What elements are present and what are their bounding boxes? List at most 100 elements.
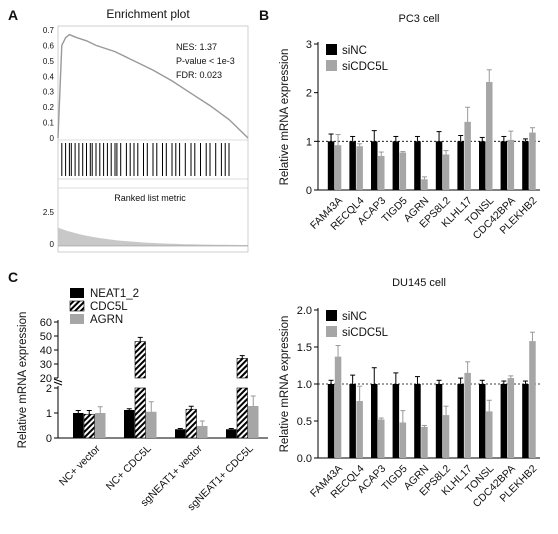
- bar: [486, 411, 493, 458]
- bar: [529, 132, 536, 190]
- bar: [464, 372, 471, 458]
- bar: [124, 410, 135, 438]
- bar: [248, 406, 259, 438]
- bar: [392, 141, 400, 190]
- y-axis-label: Relative mRNA expression: [279, 316, 291, 453]
- enrichment-title: Enrichment plot: [106, 7, 190, 21]
- legend-swatch: [70, 288, 84, 298]
- y-tick-label: 0.4: [43, 72, 55, 81]
- bar: [414, 384, 421, 458]
- bar: [464, 121, 471, 190]
- bar: [522, 384, 529, 458]
- bar: [175, 429, 186, 438]
- bar: [435, 141, 443, 190]
- bar: [457, 384, 464, 458]
- bar: [134, 387, 146, 439]
- y-tick-label: 20: [40, 373, 52, 385]
- bar: [421, 426, 428, 458]
- y-tick-label: 2: [306, 88, 312, 100]
- metric-area: [58, 227, 248, 246]
- bar: [356, 401, 363, 458]
- bar: [83, 413, 95, 439]
- bar: [327, 384, 335, 458]
- bar: [378, 419, 385, 458]
- panel-letter-b: B: [259, 7, 269, 23]
- y-tick-label: 3: [306, 39, 312, 51]
- y-tick-label: 2: [46, 383, 52, 395]
- y-tick-label: 2.0: [297, 305, 312, 317]
- bar: [349, 141, 356, 190]
- legend-label: CDC5L: [90, 301, 128, 313]
- bar: [399, 422, 407, 458]
- panel-letter-c: C: [8, 269, 18, 285]
- y-tick-label: 0: [306, 185, 312, 197]
- legend-label: NEAT1_2: [90, 288, 139, 300]
- enrichment-curve: [57, 33, 249, 139]
- bar: [414, 141, 421, 190]
- bar: [457, 141, 464, 190]
- bar: [334, 145, 342, 190]
- bar: [435, 384, 443, 458]
- bar: [327, 141, 335, 190]
- bar-upper: [134, 341, 146, 379]
- legend-swatch: [326, 60, 337, 71]
- y-tick-label: 1.5: [297, 342, 312, 354]
- legend-swatch: [326, 310, 337, 321]
- bar: [479, 141, 486, 190]
- bar: [442, 154, 450, 190]
- y-tick-label: 0.0: [297, 453, 312, 465]
- y-tick-label: 0: [46, 433, 52, 445]
- legend-swatch: [326, 326, 337, 337]
- y-tick-label: 30: [40, 359, 52, 371]
- y-tick-label: 1: [306, 136, 312, 148]
- y-tick-label: 0.3: [43, 88, 55, 97]
- bar: [236, 387, 248, 439]
- y-tick-label: 1.0: [297, 379, 312, 391]
- y-tick-label: 50: [40, 331, 52, 343]
- bar: [371, 141, 378, 190]
- bar: [421, 179, 428, 190]
- bar: [378, 155, 385, 190]
- x-tick-label: NC+ vector: [57, 442, 103, 488]
- legend-swatch: [70, 314, 84, 324]
- axis-break: [53, 378, 63, 383]
- y-axis-label: Relative mRNA expression: [279, 49, 291, 186]
- bar: [500, 141, 508, 190]
- y-tick-label: 0.5: [297, 416, 312, 428]
- bar: [399, 152, 407, 190]
- metric-tick: 0: [50, 240, 55, 249]
- bar: [486, 81, 493, 190]
- du145-bar-chart: DU145 cell 0.0 0.5 1.0 1.5 2.0 Relative mRNA e…: [279, 277, 540, 510]
- y-tick-label: 0.6: [43, 41, 55, 50]
- hit-barcode: [61, 143, 230, 176]
- x-tick-label: NC+ CDC5L: [104, 443, 154, 493]
- bar: [522, 141, 529, 190]
- bar: [529, 341, 536, 458]
- bar: [73, 413, 84, 438]
- bar: [442, 415, 450, 458]
- stat-fdr: FDR: 0.023: [176, 70, 222, 80]
- bar: [507, 139, 515, 190]
- y-tick-label: 0.1: [43, 119, 55, 128]
- bar: [334, 356, 342, 458]
- bar: [479, 384, 486, 458]
- bar-upper: [236, 358, 248, 379]
- stat-pvalue: P-value < 1e-3: [176, 56, 235, 66]
- legend-label: siCDC5L: [342, 327, 389, 339]
- bar: [507, 378, 515, 458]
- panel-letter-a: A: [8, 7, 18, 23]
- bar: [392, 384, 400, 458]
- bar: [146, 411, 157, 438]
- y-tick-label: 40: [40, 345, 52, 357]
- y-tick-label: 0.7: [43, 26, 55, 35]
- y-tick-label: 0.5: [43, 57, 55, 66]
- stat-nes: NES: 1.37: [176, 42, 217, 52]
- metric-tick: 2.5: [43, 208, 55, 217]
- metric-label: Ranked list metric: [114, 193, 186, 203]
- y-axis-label: Relative mRNA expression: [17, 312, 29, 449]
- bar: [226, 429, 237, 438]
- axis-break: [53, 381, 63, 386]
- legend-label: AGRN: [90, 314, 123, 326]
